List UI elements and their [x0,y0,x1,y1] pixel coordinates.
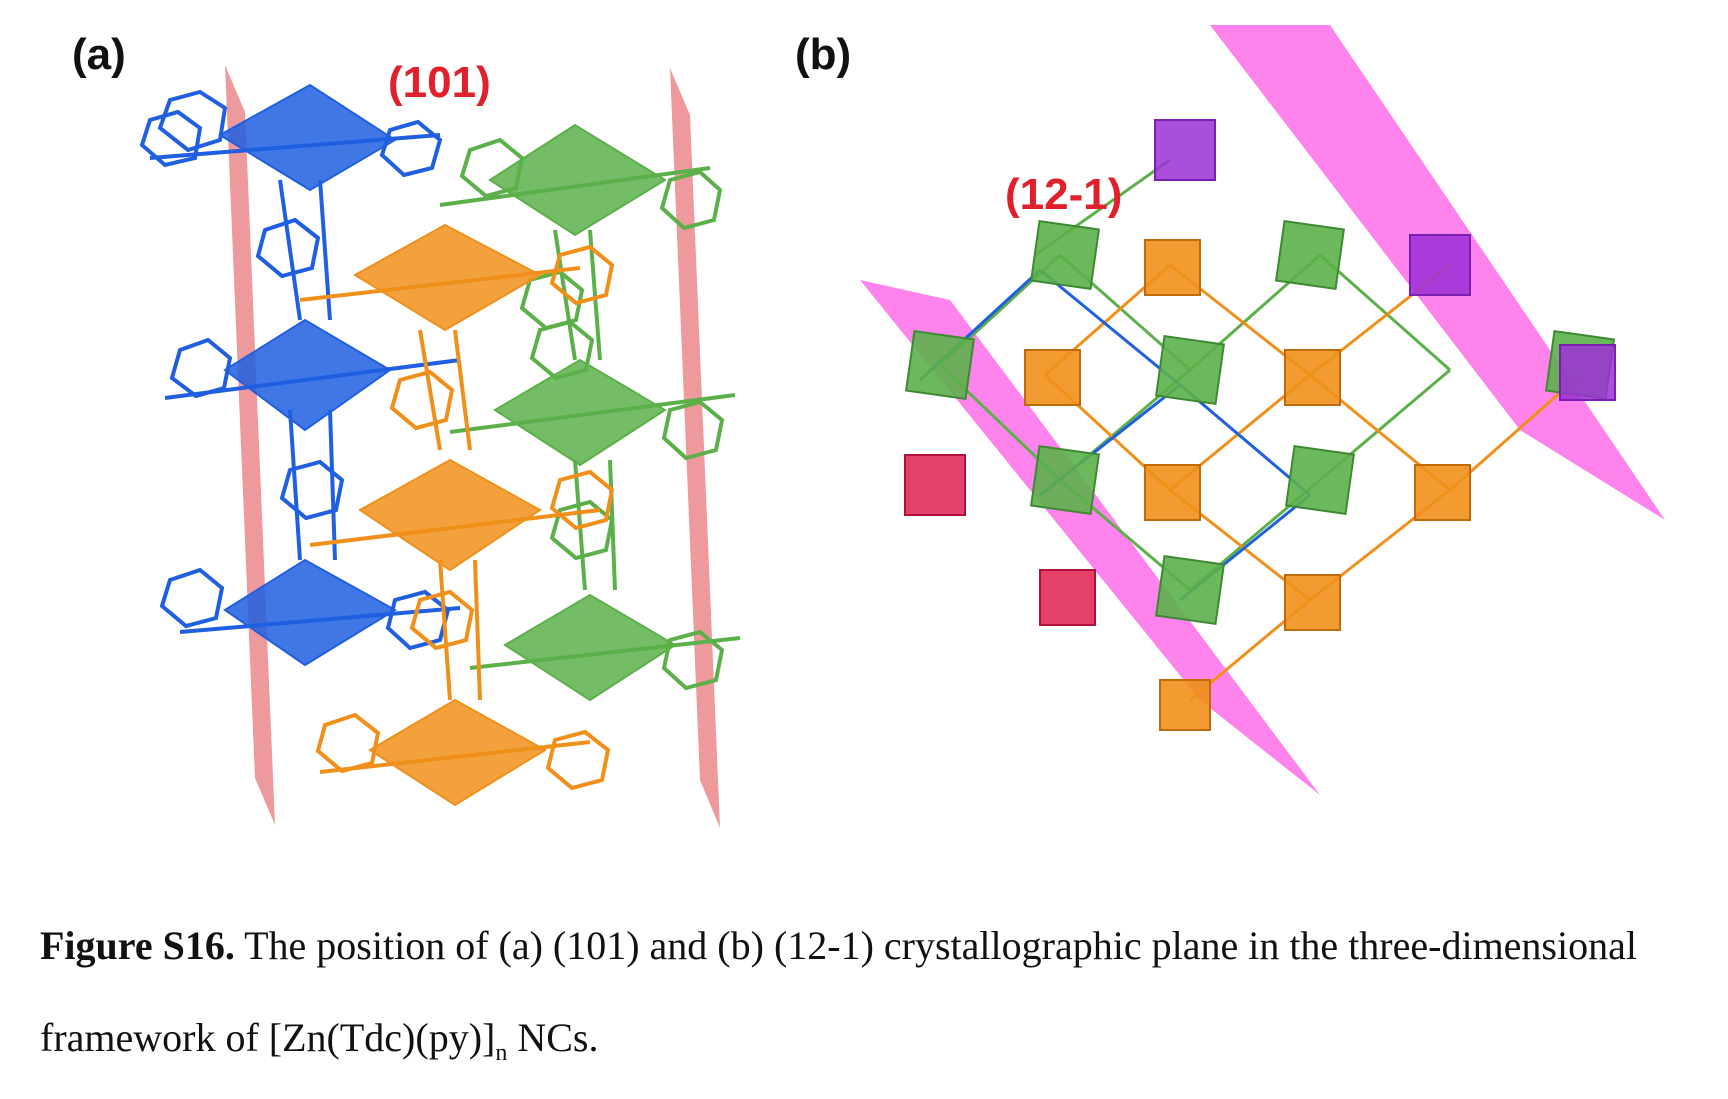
caption-text-2: NCs. [507,1015,599,1060]
plane-101-left [225,65,275,825]
figure-caption: Figure S16. The position of (a) (101) an… [40,900,1700,1099]
panel-b-letter: (b) [795,30,852,79]
orange-nodes [1024,239,1471,731]
caption-text-1: The position of (a) (101) and (b) (12-1)… [40,923,1637,1060]
orange-polyhedra [353,223,547,807]
red-nodes [904,454,1096,626]
plane-12-1-lower [860,280,1320,795]
panel-a-structure [139,65,741,828]
plane-label-12-1: (12-1) [1005,170,1123,219]
panel-b: (b) (12-1) [760,0,1728,860]
plane-label-101: (101) [388,58,491,107]
caption-lead: Figure S16. [40,923,235,968]
panel-b-structure [860,25,1665,795]
panel-a: (a) (101) [0,0,860,860]
purple-nodes [1154,119,1616,401]
caption-subscript: n [495,1040,508,1066]
green-polyhedra [488,123,677,702]
blue-polyhedra [218,83,397,667]
panel-a-letter: (a) [72,30,126,79]
